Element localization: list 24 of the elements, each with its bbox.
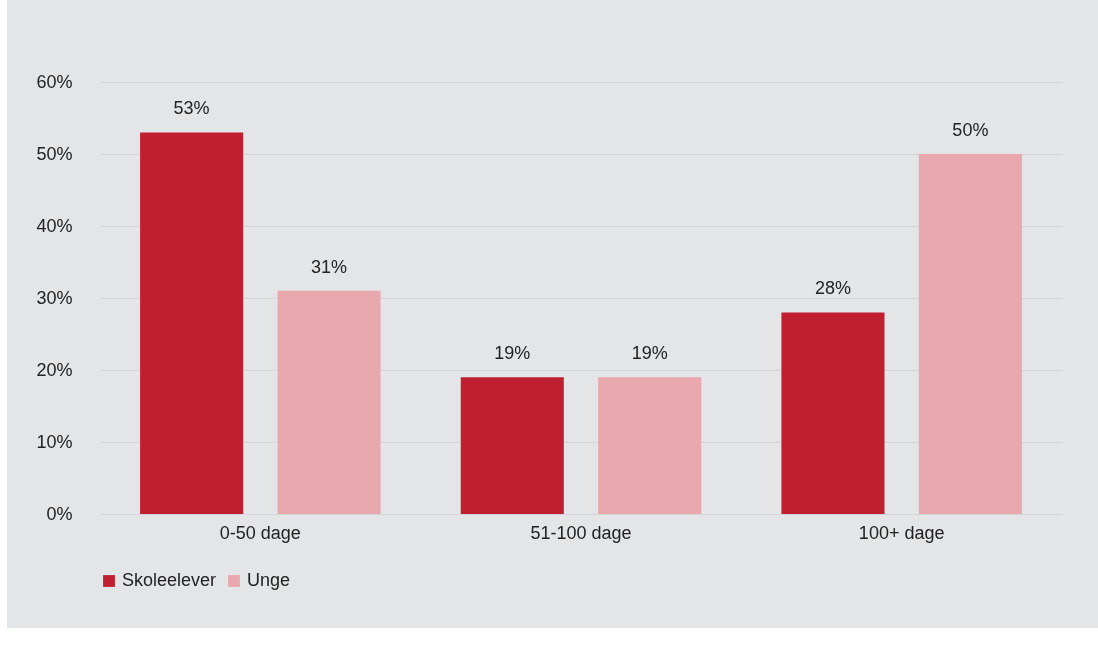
data-label: 19% <box>494 343 531 364</box>
x-tick-label: 0-50 dage <box>219 522 301 543</box>
bar <box>277 290 381 514</box>
y-tick-label: 50% <box>36 143 73 164</box>
bar <box>918 154 1022 514</box>
y-tick-label: 40% <box>36 215 73 236</box>
data-label: 50% <box>952 120 989 140</box>
y-tick-label: 0% <box>46 503 73 524</box>
y-tick-label: 30% <box>36 287 73 308</box>
y-tick-label: 20% <box>36 359 73 380</box>
y-tick-label: 60% <box>36 71 73 92</box>
data-label: 19% <box>631 343 668 364</box>
bar <box>460 377 564 514</box>
bar <box>140 132 244 514</box>
legend-label: Unge <box>247 570 291 590</box>
bar <box>598 377 702 514</box>
legend-label: Skoleelever <box>122 570 217 590</box>
x-tick-label: 51-100 dage <box>530 522 632 543</box>
data-label: 28% <box>814 278 851 299</box>
y-tick-label: 10% <box>36 431 73 452</box>
bar <box>781 312 885 514</box>
x-tick-label: 100+ dage <box>858 522 945 543</box>
data-label: 31% <box>311 256 348 277</box>
data-label: 53% <box>173 98 210 119</box>
